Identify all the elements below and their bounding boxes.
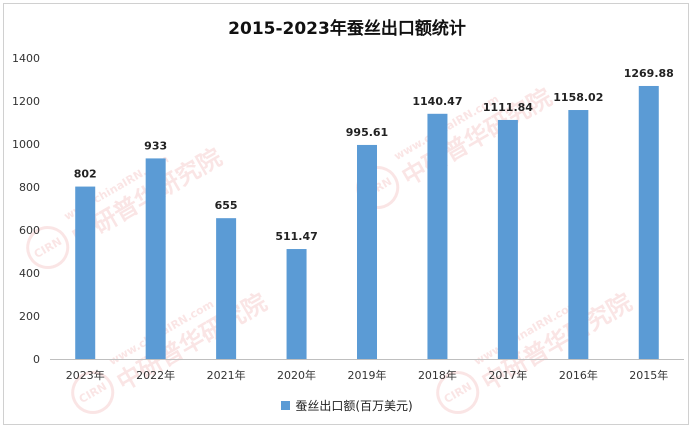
data-labels: 802 933 655 511.47 995.61 1140.47 1111.84 1158.… <box>74 67 674 243</box>
x-tick-label: 2017年 <box>488 368 527 382</box>
data-label: 995.61 <box>346 126 388 139</box>
x-tick-label: 2020年 <box>277 368 316 382</box>
bar <box>427 113 448 359</box>
y-tick-label: 1000 <box>12 138 40 151</box>
x-tick-label: 2023年 <box>66 368 105 382</box>
x-tick-label: 2021年 <box>207 368 246 382</box>
y-tick-label: 800 <box>19 181 40 194</box>
x-tick-label: 2019年 <box>348 368 387 382</box>
bar <box>286 249 307 359</box>
bar <box>75 186 96 359</box>
bar <box>216 218 237 359</box>
bar <box>357 144 377 359</box>
bar <box>145 158 166 359</box>
data-label: 655 <box>215 199 238 212</box>
data-label: 1111.84 <box>483 101 533 114</box>
data-label: 1158.02 <box>553 91 603 104</box>
watermark-badge-icon <box>436 371 480 414</box>
y-axis: 0 200 400 600 800 1000 1200 1400 <box>12 52 40 366</box>
x-tick-label: 2015年 <box>629 368 668 382</box>
chart-title: 2015-2023年蚕丝出口额统计 <box>228 19 466 39</box>
x-tick-label: 2022年 <box>136 368 175 382</box>
y-tick-label: 0 <box>33 353 40 366</box>
data-label: 1269.88 <box>624 67 674 80</box>
y-tick-label: 400 <box>19 267 40 280</box>
bar <box>568 110 589 360</box>
legend: 蚕丝出口额(百万美元) <box>0 397 694 414</box>
y-tick-label: 1200 <box>12 95 40 108</box>
legend-swatch <box>281 401 291 410</box>
y-tick-label: 200 <box>19 310 40 323</box>
y-tick-label: 1400 <box>12 52 40 65</box>
x-axis: 2023年 2022年 2021年 2020年 2019年 2018年 2017年 2016年… <box>50 359 684 382</box>
watermark-badge: CIRN <box>32 235 64 261</box>
bar <box>638 85 659 359</box>
y-tick-label: 600 <box>19 224 40 237</box>
watermark-badge-icon <box>26 226 70 269</box>
x-tick-label: 2016年 <box>559 368 598 382</box>
bar <box>497 119 518 359</box>
data-label: 933 <box>144 139 167 152</box>
data-label: 1140.47 <box>412 95 462 108</box>
data-label: 511.47 <box>275 230 317 243</box>
data-label: 802 <box>74 168 97 181</box>
x-tick-label: 2018年 <box>418 368 457 382</box>
legend-label: 蚕丝出口额(百万美元) <box>295 399 413 413</box>
watermark-badge-icon <box>71 371 115 414</box>
bar-series <box>75 85 659 360</box>
